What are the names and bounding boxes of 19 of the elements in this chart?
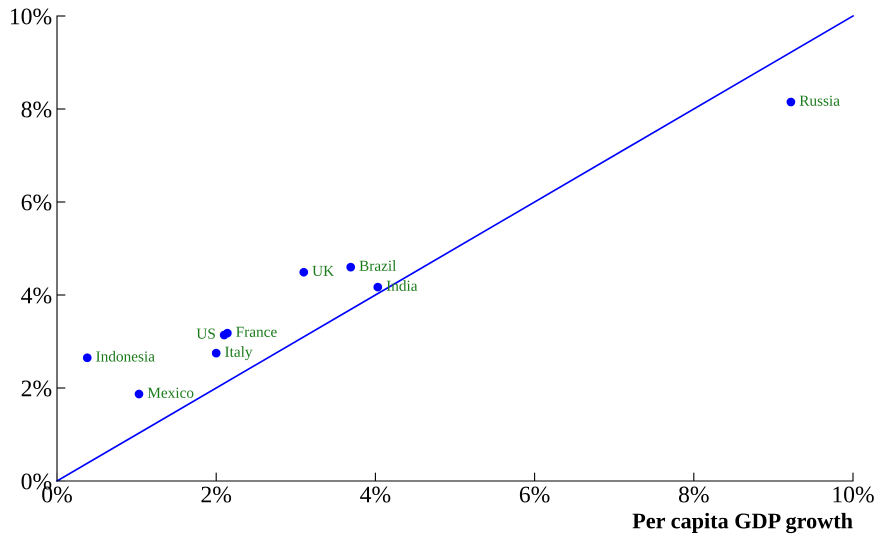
x-axis-title: Per capita GDP growth (632, 512, 853, 534)
x-tick-label: 8% (678, 486, 709, 503)
annotation: UK (312, 266, 334, 276)
annotation: US (196, 328, 215, 339)
y-tick-label: 6% (22, 194, 52, 210)
annotation: Mexico (148, 388, 194, 398)
y-tick-label: 8% (22, 101, 52, 118)
x-tick-label: 2% (202, 486, 232, 503)
annotation: Brazil (359, 260, 396, 271)
annotation: Russia (800, 96, 840, 106)
y-tick-label: 10% (10, 8, 52, 24)
annotation: Indonesia (96, 350, 155, 362)
x-tick-label: 6% (520, 486, 550, 503)
y-tick-label: 4% (21, 287, 52, 304)
annotation: Italy (225, 346, 252, 360)
annotation: France (236, 326, 277, 337)
y-tick-label: 2% (22, 380, 52, 396)
x-tick-label: 4% (360, 486, 390, 503)
x-tick-label: 10% (833, 486, 874, 503)
